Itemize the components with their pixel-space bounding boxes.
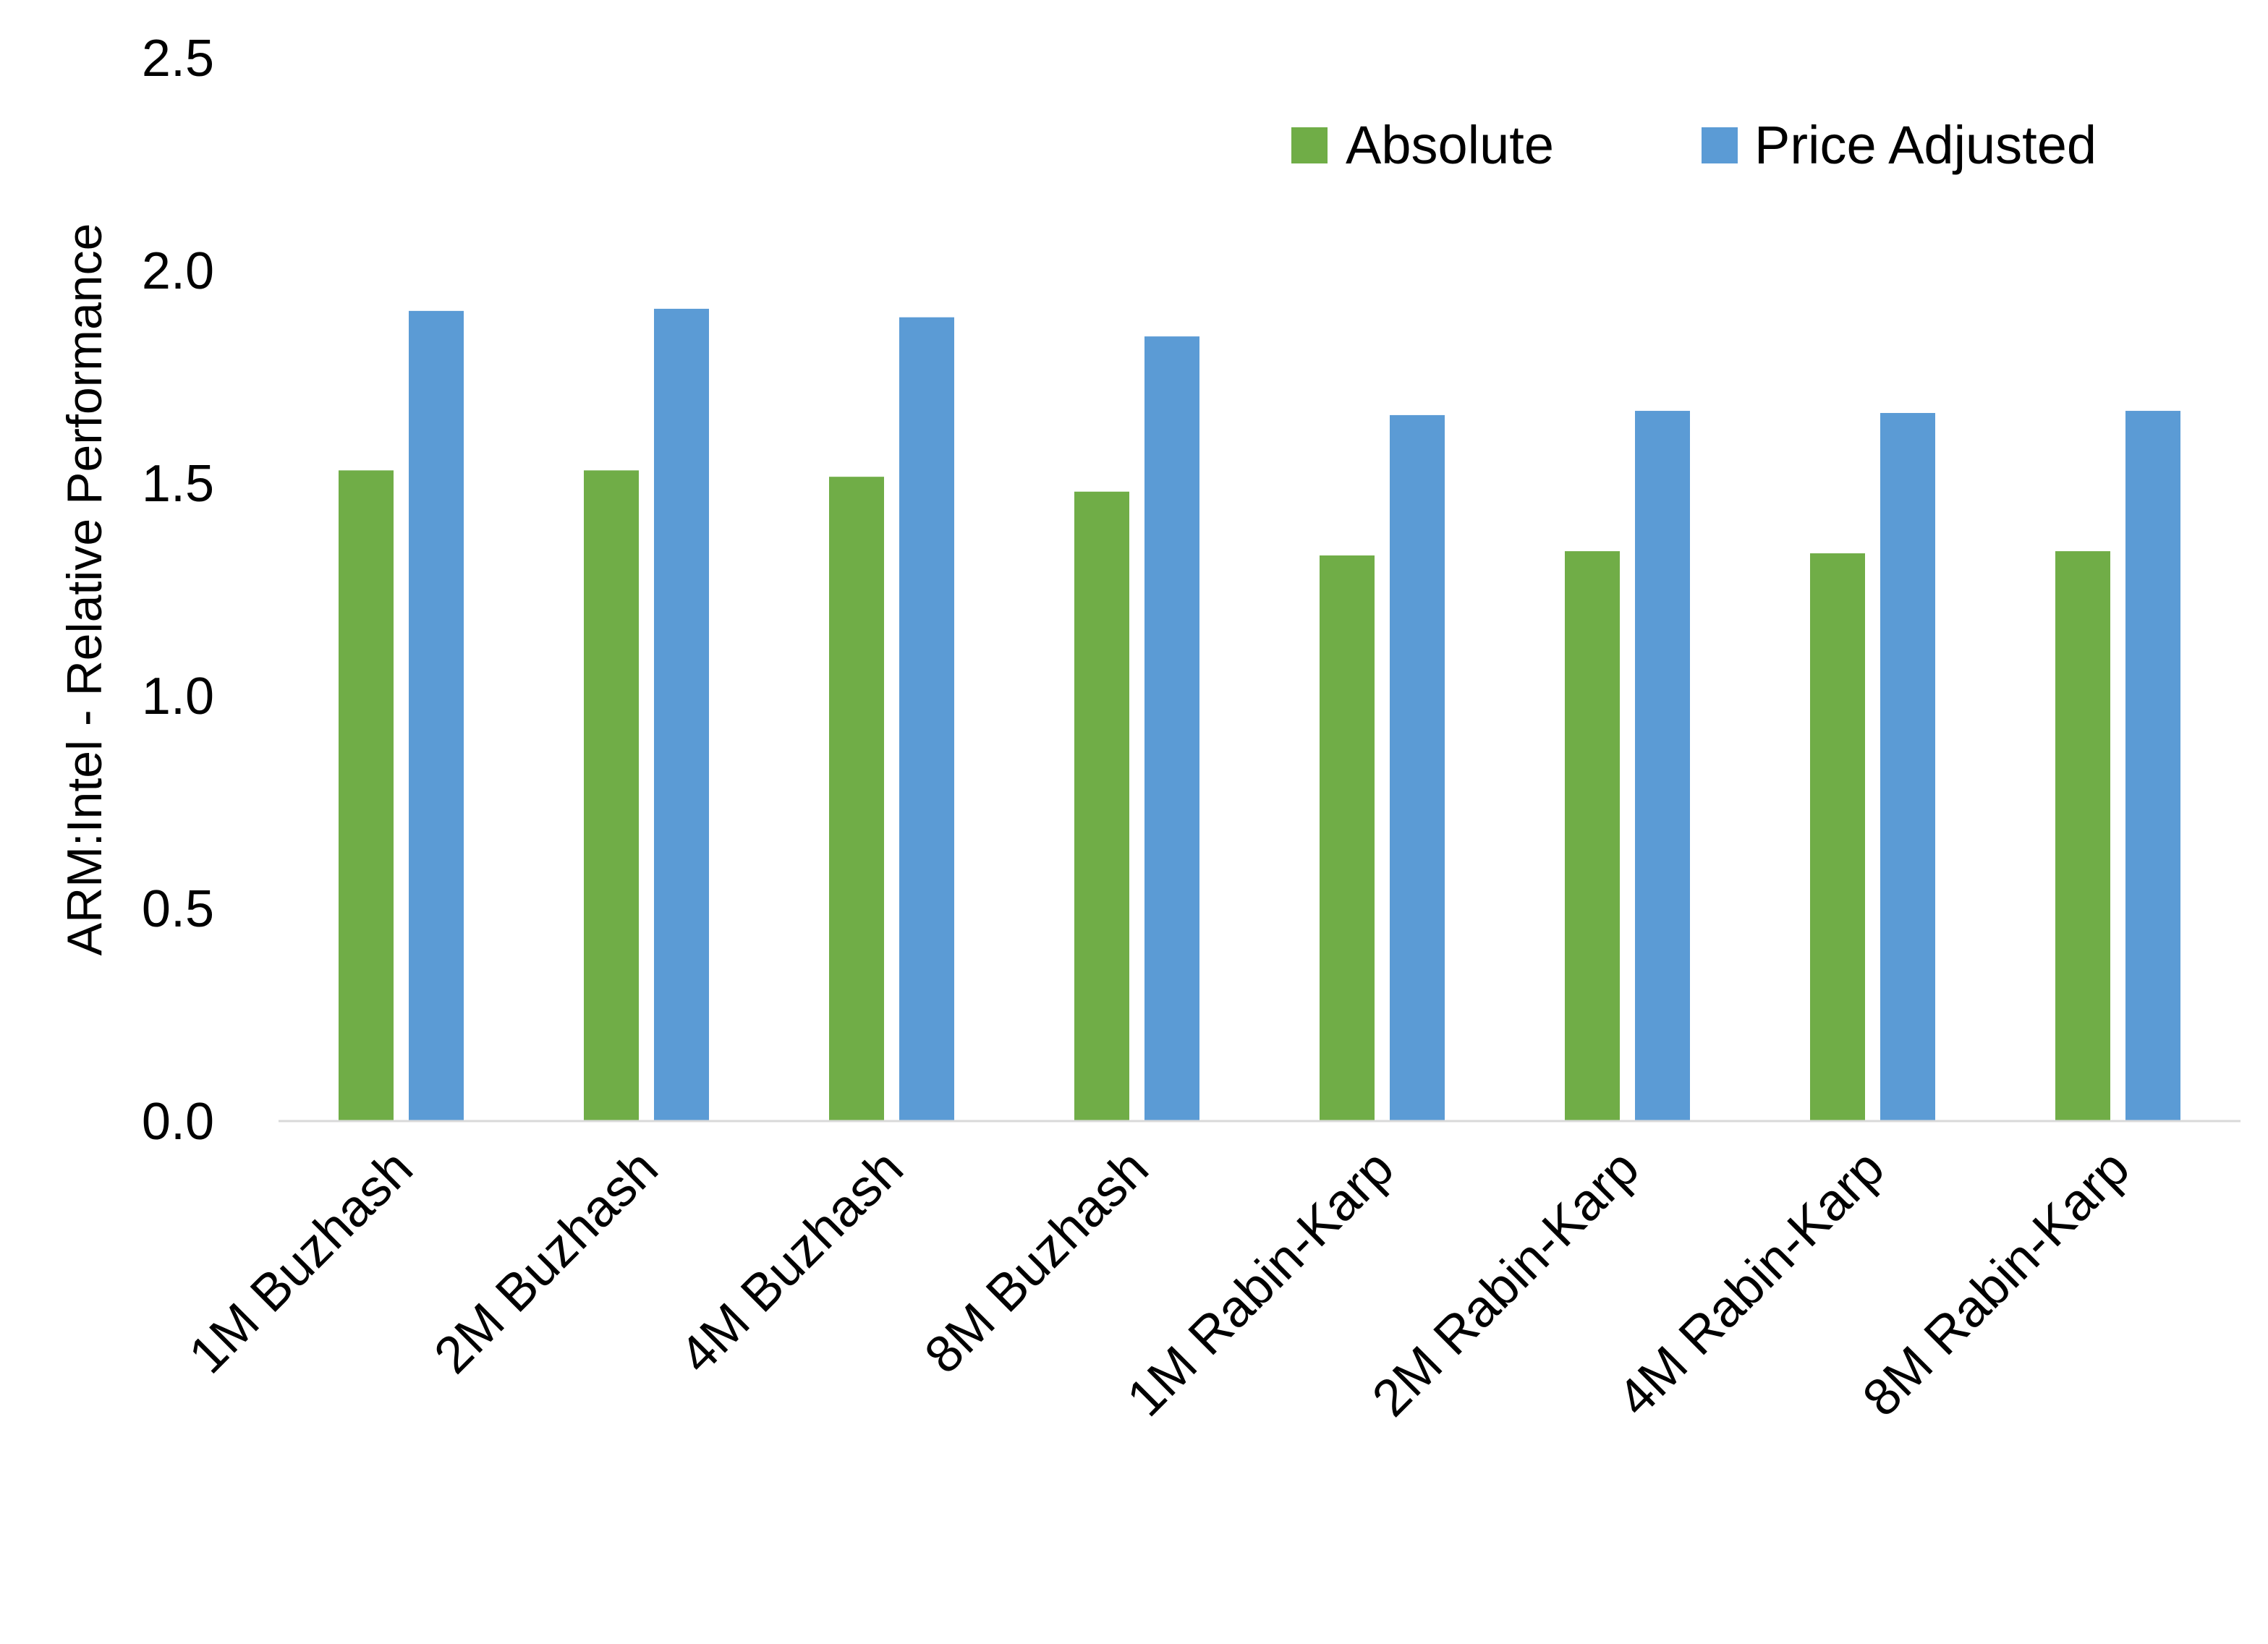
bar-price-adjusted	[899, 317, 954, 1122]
bar-absolute	[1565, 551, 1620, 1121]
x-tick-label: 8M Buzhash	[914, 1139, 1160, 1385]
bar-absolute	[1810, 553, 1865, 1121]
bar-price-adjusted	[1635, 411, 1690, 1121]
legend-swatch-price-adjusted	[1702, 127, 1738, 163]
bar-absolute	[829, 477, 884, 1121]
legend-label-absolute: Absolute	[1346, 115, 1554, 175]
bar-absolute	[1074, 491, 1129, 1121]
bars	[339, 308, 2180, 1122]
bar-price-adjusted	[1390, 414, 1445, 1121]
bar-price-adjusted	[409, 310, 464, 1121]
bar-price-adjusted	[1880, 412, 1935, 1121]
legend: Absolute Price Adjusted	[1291, 115, 2097, 175]
bar-price-adjusted	[2125, 411, 2180, 1121]
y-tick-label: 1.5	[142, 455, 214, 513]
x-tick-label: 1M Buzhash	[178, 1139, 424, 1385]
x-tick-label: 8M Rabin-Karp	[1852, 1139, 2141, 1428]
x-tick-label: 4M Rabin-Karp	[1607, 1139, 1895, 1428]
bar-price-adjusted	[654, 308, 709, 1121]
legend-swatch-absolute	[1291, 127, 1328, 163]
bar-absolute	[584, 470, 639, 1121]
y-axis-label: ARM:Intel - Relative Performance	[57, 223, 112, 956]
legend-label-price-adjusted: Price Adjusted	[1754, 115, 2097, 175]
y-tick-label: 0.5	[142, 880, 214, 938]
bar-absolute	[339, 470, 394, 1121]
y-tick-label: 2.0	[142, 242, 214, 300]
x-tick-label: 4M Buzhash	[668, 1139, 914, 1385]
y-tick-label: 2.5	[142, 30, 214, 88]
y-tick-label: 0.0	[142, 1093, 214, 1151]
x-tick-label: 2M Rabin-Karp	[1362, 1139, 1650, 1428]
y-tick-label: 1.0	[142, 668, 214, 725]
x-axis-tick-labels: 1M Buzhash 2M Buzhash 4M Buzhash 8M Buzhash…	[178, 1139, 2141, 1428]
y-axis-ticks: 0.0 0.5 1.0 1.5 2.0 2.5	[142, 30, 214, 1151]
x-tick-label: 1M Rabin-Karp	[1116, 1139, 1405, 1428]
x-tick-label: 2M Buzhash	[423, 1139, 669, 1385]
bar-absolute	[1320, 555, 1375, 1121]
bar-price-adjusted	[1144, 336, 1199, 1121]
bar-absolute	[2055, 551, 2110, 1121]
